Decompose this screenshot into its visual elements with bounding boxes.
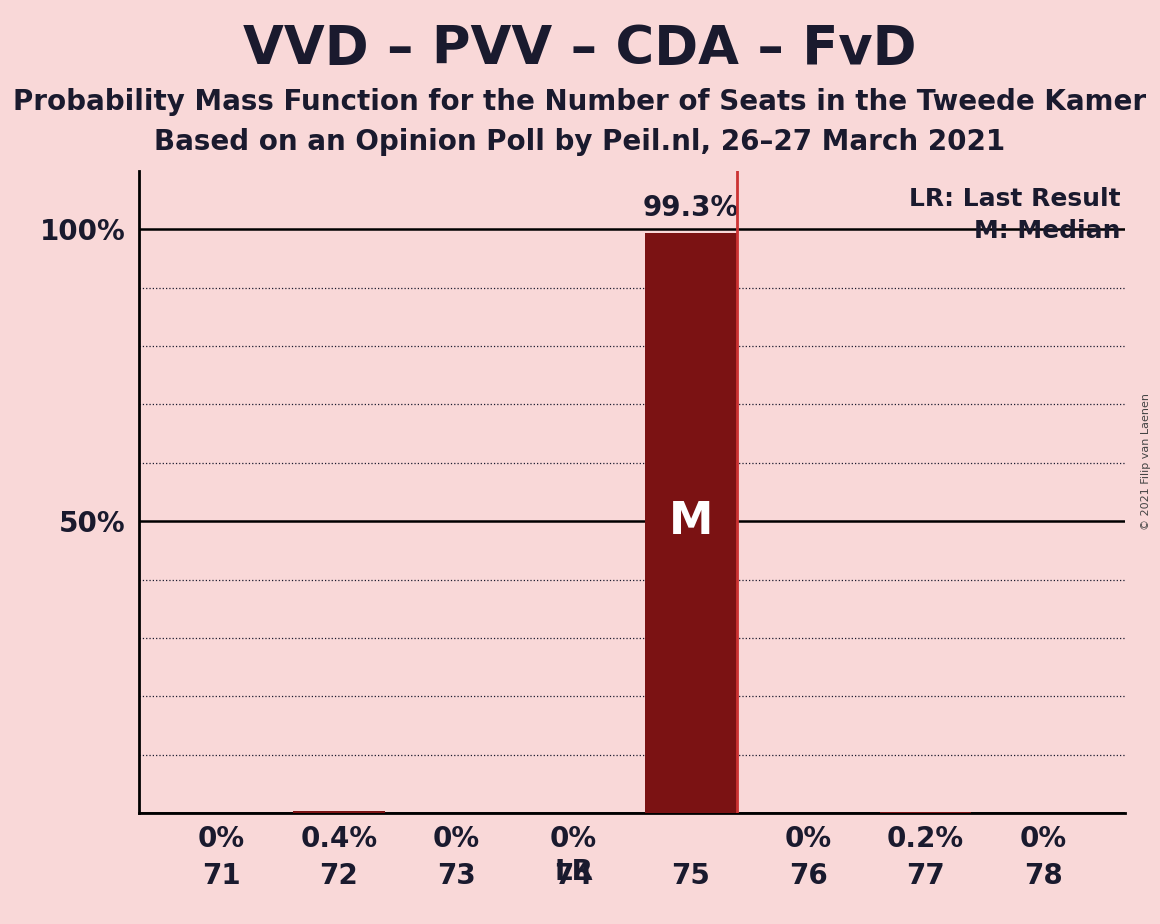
Text: 0%: 0% [784,825,832,854]
Text: LR: Last Result: LR: Last Result [908,187,1121,211]
Text: 0.2%: 0.2% [887,825,964,854]
Text: M: M [668,500,713,542]
Bar [293,810,384,813]
Text: 0%: 0% [198,825,245,854]
Text: 0.4%: 0.4% [300,825,377,854]
Text: Probability Mass Function for the Number of Seats in the Tweede Kamer: Probability Mass Function for the Number… [14,88,1146,116]
Text: 99.3%: 99.3% [643,194,739,222]
Text: Based on an Opinion Poll by Peil.nl, 26–27 March 2021: Based on an Opinion Poll by Peil.nl, 26–… [154,128,1006,155]
Text: 0%: 0% [550,825,597,854]
Bar [880,812,971,813]
Text: © 2021 Filip van Laenen: © 2021 Filip van Laenen [1141,394,1151,530]
Text: M: Median: M: Median [973,219,1121,243]
Text: VVD – PVV – CDA – FvD: VVD – PVV – CDA – FvD [244,23,916,75]
Text: 0%: 0% [1020,825,1066,854]
Text: 0%: 0% [433,825,480,854]
Bar [645,234,737,813]
Text: LR: LR [554,857,593,885]
